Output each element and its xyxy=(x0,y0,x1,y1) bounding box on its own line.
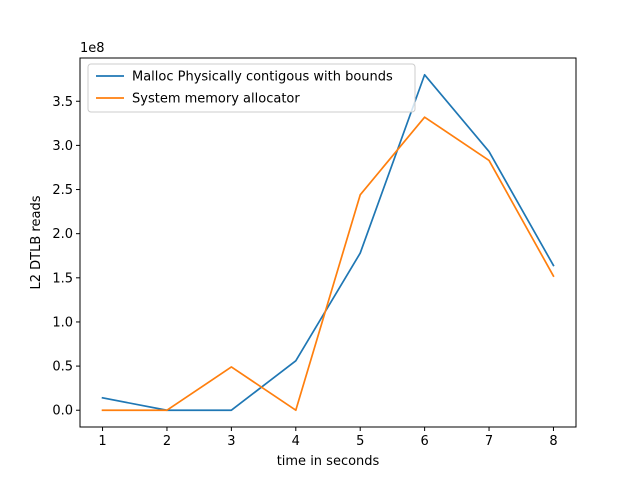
x-tick-label: 7 xyxy=(485,434,493,449)
y-tick-label: 0.0 xyxy=(52,404,73,419)
x-axis-label: time in seconds xyxy=(277,454,380,469)
series-line-1 xyxy=(101,73,555,412)
x-tick-label: 4 xyxy=(292,434,300,449)
y-tick-label: 2.0 xyxy=(52,227,73,242)
y-tick-label: 3.5 xyxy=(52,95,73,110)
x-tick-label: 3 xyxy=(227,434,235,449)
y-tick-label: 3.0 xyxy=(52,139,73,154)
x-axis-ticks: 1 2 3 4 5 6 7 8 xyxy=(98,427,558,449)
y-tick-label: 1.5 xyxy=(52,271,73,286)
legend-entry-label: System memory allocator xyxy=(132,92,300,107)
y-tick-label: 0.5 xyxy=(52,360,73,375)
y-axis-ticks: 0.0 0.5 1.0 1.5 2.0 2.5 3.0 3.5 xyxy=(52,95,80,419)
legend: Malloc Physically contigous with bounds S… xyxy=(87,63,416,113)
axes-frame xyxy=(79,57,577,428)
legend-entry-label: Malloc Physically contigous with bounds xyxy=(132,70,393,85)
x-tick-label: 5 xyxy=(356,434,364,449)
x-tick-label: 8 xyxy=(549,434,557,449)
x-tick-label: 6 xyxy=(420,434,428,449)
y-axis-label: L2 DTLB reads xyxy=(29,195,44,289)
x-tick-label: 1 xyxy=(98,434,106,449)
y-tick-label: 2.5 xyxy=(52,183,73,198)
legend-box xyxy=(87,63,416,113)
series-line-2 xyxy=(101,116,555,412)
y-tick-label: 1.0 xyxy=(52,315,73,330)
x-tick-label: 2 xyxy=(163,434,171,449)
series-layer xyxy=(101,73,555,412)
y-offset-label: 1e8 xyxy=(80,41,105,56)
